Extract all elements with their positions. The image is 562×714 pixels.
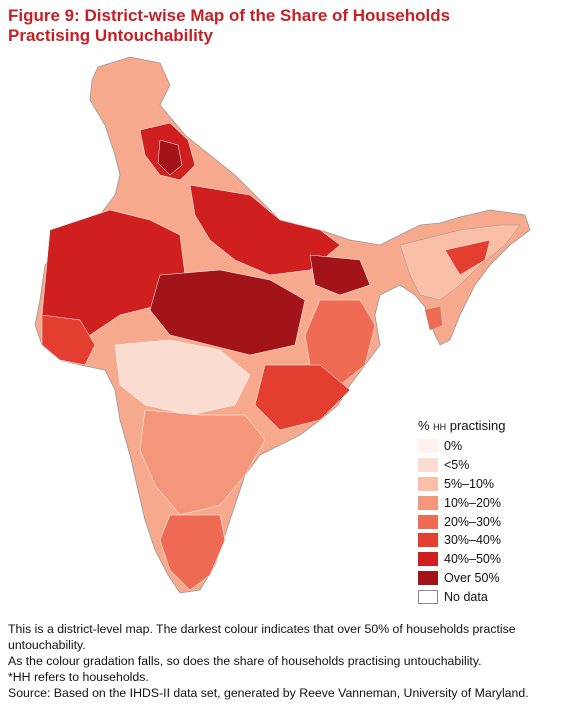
region-tripura xyxy=(424,306,443,331)
legend-item: No data xyxy=(418,587,558,606)
legend-label: Over 50% xyxy=(444,570,500,585)
note-3: *HH refers to households. xyxy=(8,670,149,684)
region-assam-dark xyxy=(444,239,491,276)
legend-item: 20%–30% xyxy=(418,512,558,531)
figure-title: Figure 9: District-wise Map of the Share… xyxy=(8,6,451,45)
legend-label: 30%–40% xyxy=(444,533,501,548)
note-2: As the colour gradation falls, so does t… xyxy=(8,654,482,668)
note-4: Source: Based on the IHDS-II data set, g… xyxy=(8,686,529,700)
note-1: This is a district-level map. The darkes… xyxy=(8,622,516,652)
legend-label: No data xyxy=(444,589,488,604)
region-east xyxy=(304,299,376,386)
legend-swatch xyxy=(418,533,438,548)
legend-swatch xyxy=(418,458,438,473)
legend-swatch xyxy=(418,476,438,491)
legend-swatch xyxy=(418,570,438,585)
figure-notes: This is a district-level map. The darkes… xyxy=(8,621,558,701)
region-bihar xyxy=(309,254,371,296)
legend-label: 40%–50% xyxy=(444,552,501,567)
region-maharashtra xyxy=(114,339,251,416)
legend-item: <5% xyxy=(418,456,558,475)
india-district-map xyxy=(34,56,531,594)
legend-title: % HH practising xyxy=(418,418,506,433)
region-gujarat xyxy=(41,314,96,366)
region-punjab-haryana xyxy=(157,139,183,176)
legend-label: 10%–20% xyxy=(444,495,501,510)
legend-swatch xyxy=(418,439,438,454)
region-odisha xyxy=(254,364,351,431)
legend-swatch xyxy=(418,589,438,604)
legend-item: 30%–40% xyxy=(418,531,558,550)
region-deccan xyxy=(139,409,266,516)
legend-label: <5% xyxy=(444,458,470,473)
legend-swatch xyxy=(418,495,438,510)
region-up xyxy=(189,184,341,276)
map-legend: % HH practising 0% <5% 5%–10% 10%–20% 20%–30… xyxy=(418,418,558,606)
legend-label: 5%–10% xyxy=(444,476,495,491)
region-south-tip xyxy=(159,514,226,591)
legend-swatch xyxy=(418,552,438,567)
region-central-dark xyxy=(149,269,306,356)
legend-item: 0% xyxy=(418,437,558,456)
legend-item: 5%–10% xyxy=(418,475,558,494)
legend-item: Over 50% xyxy=(418,569,558,588)
legend-label: 20%–30% xyxy=(444,514,501,529)
legend-label: 0% xyxy=(444,439,463,454)
legend-item: 40%–50% xyxy=(418,550,558,569)
legend-item: 10%–20% xyxy=(418,493,558,512)
legend-swatch xyxy=(418,514,438,529)
